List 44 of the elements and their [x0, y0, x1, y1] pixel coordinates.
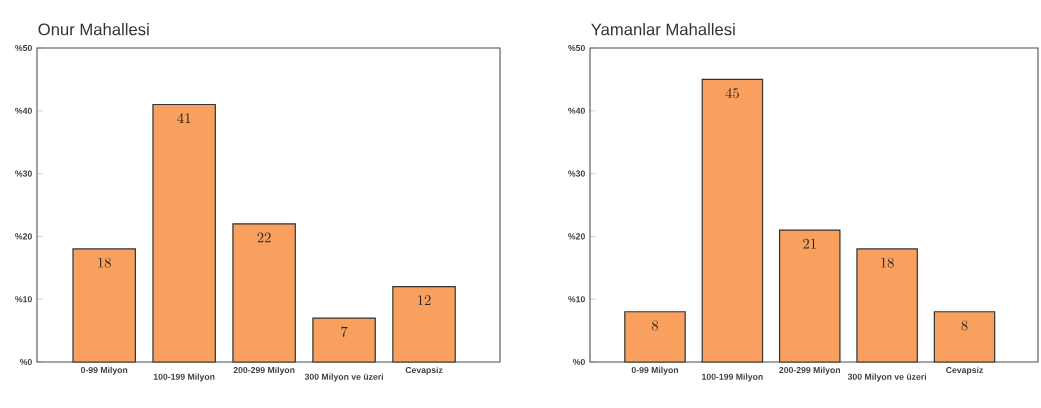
data-label: 7 [341, 326, 348, 337]
x-tick-label: 300 Milyon ve üzeri [847, 373, 927, 382]
x-tick-label: 200-299 Milyon [233, 366, 295, 375]
x-tick-label: 300 Milyon ve üzeri [304, 373, 383, 382]
data-label: 45 [725, 87, 739, 99]
y-tick-label: %0 [19, 358, 32, 366]
x-tick-label: 100-199 Milyon [153, 373, 215, 382]
data-label: 41 [177, 113, 191, 123]
chart-title: Yamanlar Mahallesi [591, 23, 735, 36]
y-tick-label: %50 [15, 44, 32, 52]
bar [152, 103, 216, 363]
data-label: 12 [418, 295, 431, 306]
x-tick-label: 100-199 Milyon [702, 373, 763, 382]
y-tick-label: %40 [568, 107, 585, 114]
x-tick-label: Cevapsiz [405, 366, 443, 375]
bar [701, 78, 764, 363]
chart-title: Onur Mahallesi [38, 23, 149, 36]
bar [392, 286, 456, 363]
y-tick-label: %10 [568, 296, 585, 303]
bar [312, 317, 376, 363]
y-tick-label: %40 [15, 107, 32, 114]
data-label: 18 [98, 257, 111, 268]
data-label: 8 [651, 320, 659, 331]
bar [72, 248, 136, 363]
data-label: 22 [257, 232, 271, 243]
bar [778, 229, 841, 363]
x-tick-label: 200-299 Milyon [779, 366, 841, 375]
y-tick-label: %30 [568, 170, 585, 177]
bar [232, 223, 296, 363]
x-tick-label: Cevapsiz [946, 366, 983, 375]
y-tick-label: %10 [15, 296, 32, 303]
y-tick-label: %20 [15, 233, 32, 240]
y-tick-label: %20 [568, 233, 585, 240]
x-tick-label: 0-99 Milyon [631, 366, 679, 375]
bar [624, 311, 686, 363]
data-label: 21 [803, 238, 816, 249]
bar [856, 248, 918, 363]
y-tick-label: %0 [572, 358, 585, 366]
y-tick-label: %50 [568, 44, 585, 52]
y-tick-label: %30 [15, 170, 32, 177]
x-tick-label: 0-99 Milyon [80, 366, 128, 375]
bar [933, 311, 996, 363]
data-label: 8 [961, 320, 968, 331]
data-label: 18 [881, 257, 894, 268]
